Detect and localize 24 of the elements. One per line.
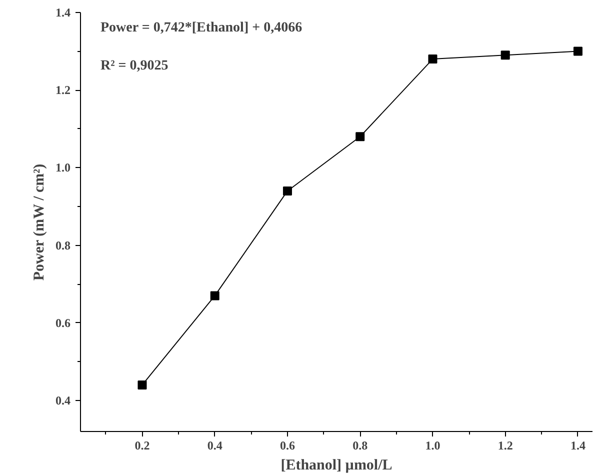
point: [500, 50, 510, 60]
y-tick-label: 0.6: [56, 316, 70, 330]
point: [210, 291, 220, 300]
x-tick-label: 0.6: [280, 438, 295, 452]
x-tick-label: 0.4: [207, 438, 222, 452]
point: [282, 186, 292, 196]
y-axis-title: Power (mW / cm²): [32, 164, 48, 281]
annotation: R² = 0,9025: [100, 58, 168, 74]
x-tick-label: 0.8: [352, 438, 368, 452]
point: [138, 380, 147, 390]
point: [428, 54, 438, 64]
x-tick-label: 0.2: [134, 438, 150, 452]
y-tick-label: 0.4: [56, 393, 70, 408]
annotation: Power = 0,742*[Ethanol] + 0,4066: [100, 20, 302, 36]
y-tick-label: 1.4: [56, 6, 70, 20]
x-tick-label: 1.0: [425, 438, 440, 452]
y-tick-label: 1.0: [56, 160, 70, 175]
x-axis-title: [Ethanol] µmol/L: [280, 458, 392, 474]
x-tick-label: 1.2: [498, 438, 513, 452]
x-tick-label: 1.4: [570, 438, 586, 452]
y-tick-label: 1.2: [56, 83, 70, 98]
point: [356, 132, 365, 142]
point: [573, 46, 582, 56]
y-tick-label: 0.8: [56, 238, 70, 252]
